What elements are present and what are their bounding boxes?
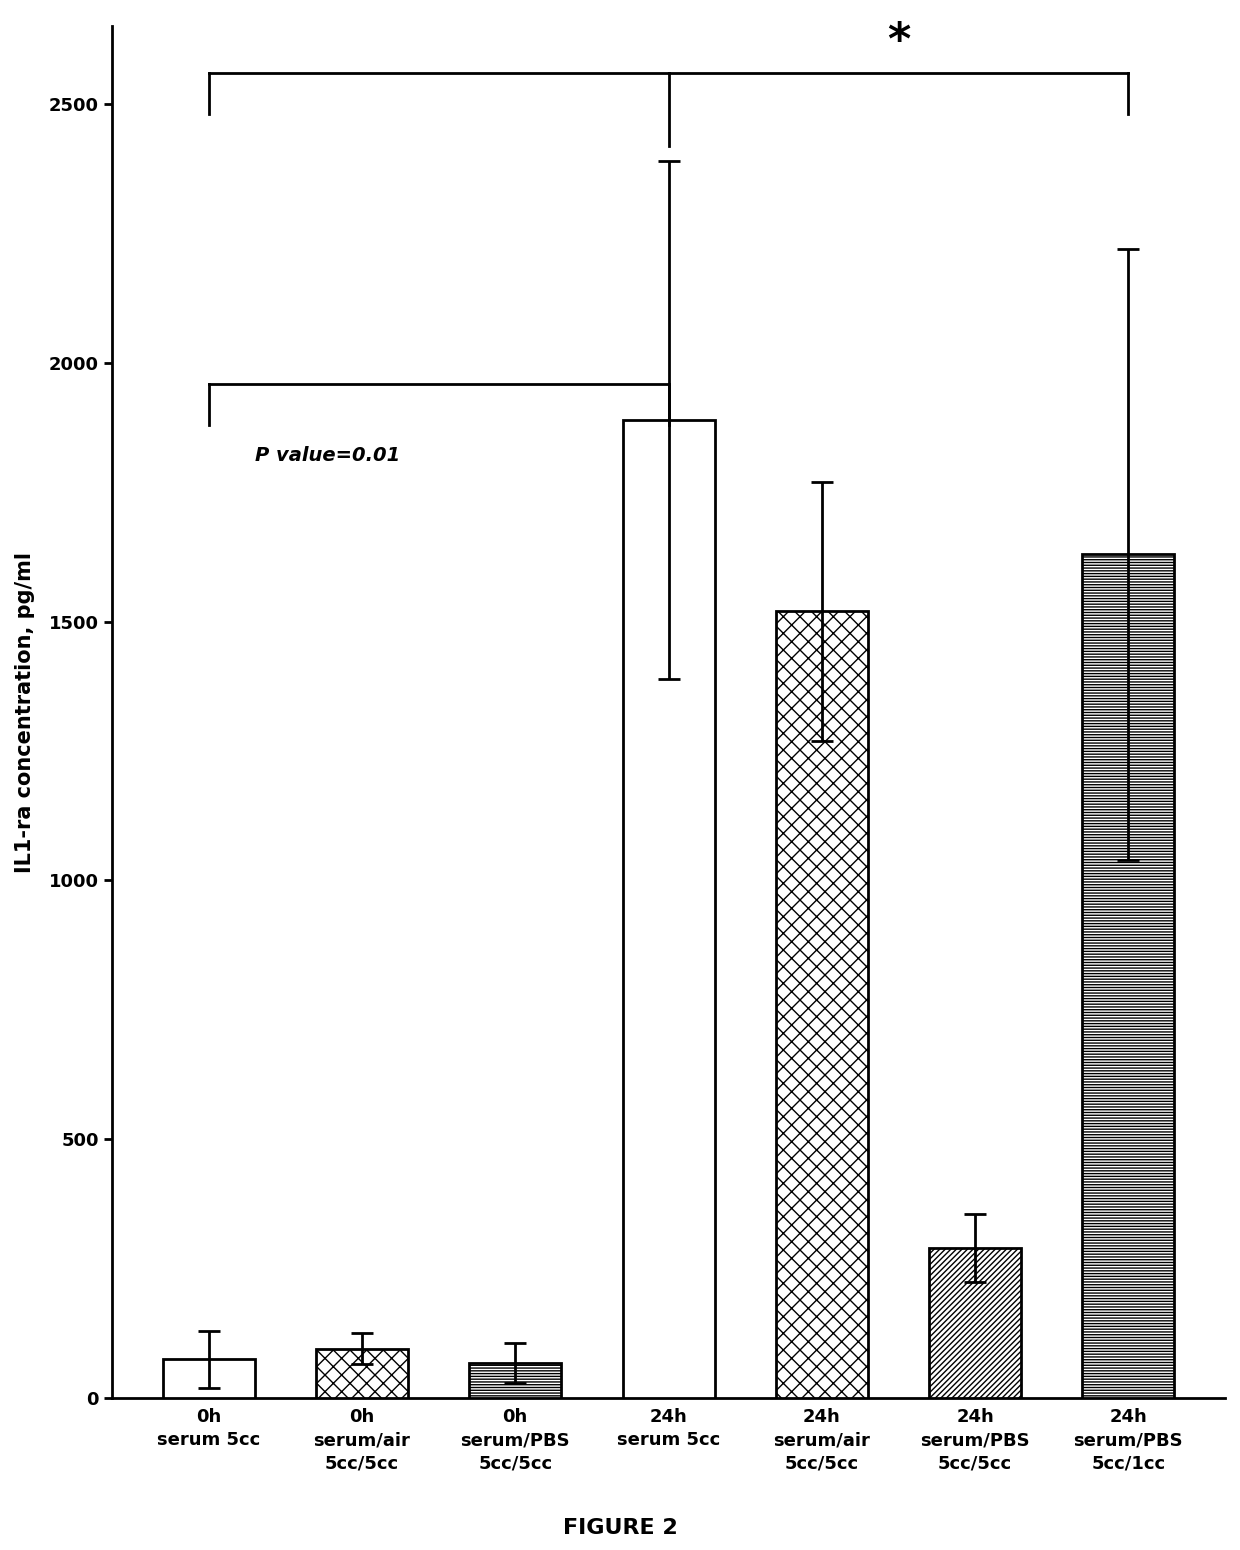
- Text: P value=0.01: P value=0.01: [254, 446, 399, 465]
- Bar: [622, 420, 714, 1398]
- Text: FIGURE 2: FIGURE 2: [563, 1519, 677, 1539]
- Bar: [1083, 555, 1174, 1398]
- Bar: [776, 611, 868, 1398]
- Bar: [469, 1362, 562, 1398]
- Bar: [929, 1248, 1021, 1398]
- Text: *: *: [887, 20, 910, 62]
- Bar: [162, 1359, 254, 1398]
- Bar: [316, 1348, 408, 1398]
- Y-axis label: IL1-ra concentration, pg/ml: IL1-ra concentration, pg/ml: [15, 552, 35, 873]
